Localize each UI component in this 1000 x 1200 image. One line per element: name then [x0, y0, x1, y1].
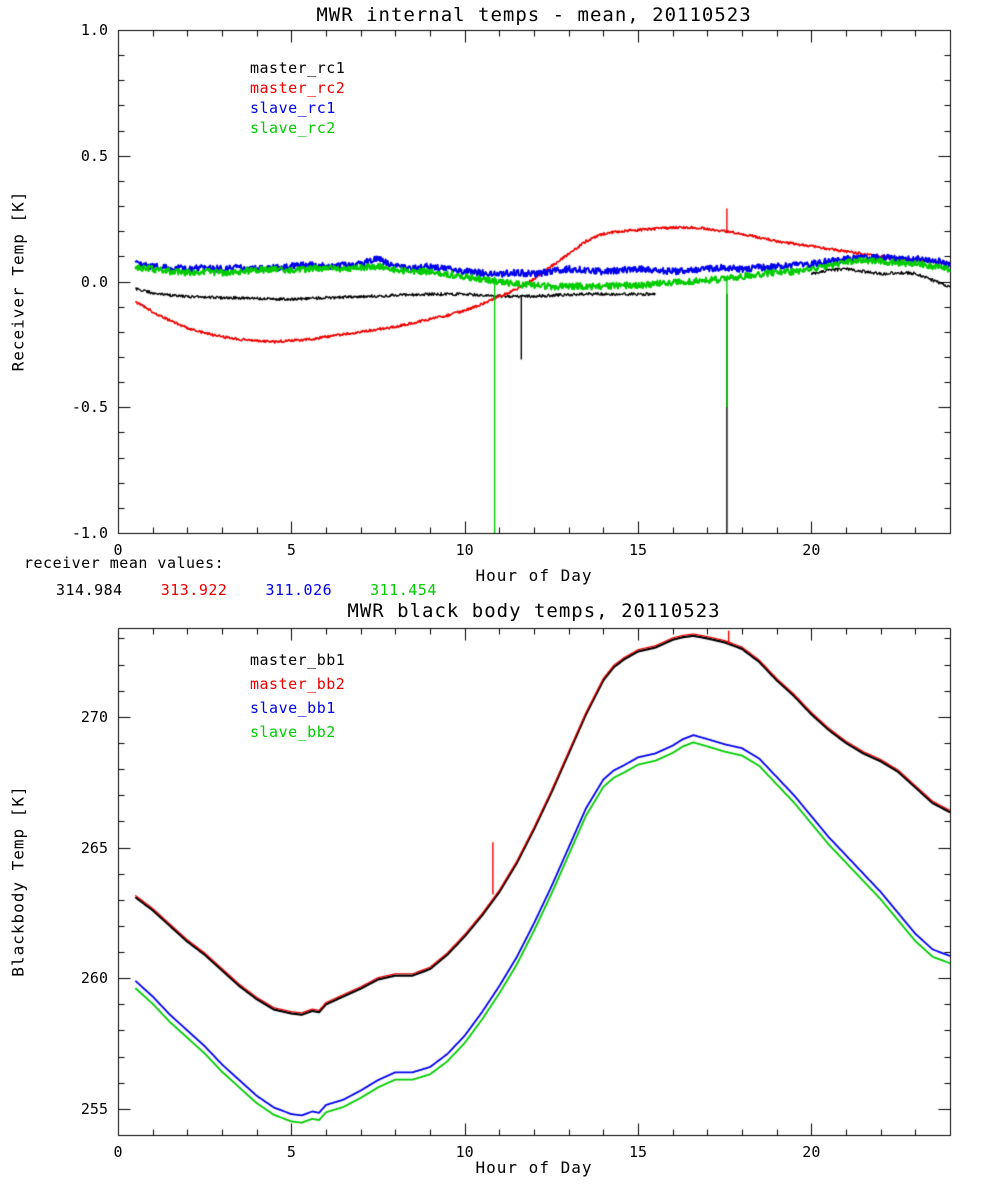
x-tick-label: 20 — [802, 1143, 821, 1161]
y-tick-label: -1.0 — [71, 524, 108, 542]
x-tick-label: 5 — [286, 541, 296, 559]
receiver-legend: master_rc1 master_rc2 slave_rc1 slave_rc2 — [250, 58, 345, 138]
receiver-mean-value: 313.922 — [160, 581, 228, 599]
receiver-mean-value: 314.984 — [56, 581, 123, 599]
y-tick-label: 260 — [80, 969, 108, 988]
y-tick-label: -0.5 — [71, 398, 108, 417]
y-tick-label: 0.5 — [80, 146, 108, 165]
receiver-chart-title: MWR internal temps - mean, 20110523 — [316, 4, 752, 26]
x-tick-label: 5 — [286, 1143, 296, 1161]
blackbody-y-axis-label: Blackbody Temp [K] — [8, 785, 28, 977]
x-tick-label: 10 — [455, 541, 474, 559]
receiver-y-axis-label: Receiver Temp [K] — [8, 190, 28, 372]
y-tick-label: 1.0 — [80, 21, 108, 39]
legend-item-slave_rc1: slave_rc1 — [250, 99, 336, 117]
legend-item-master_bb1: master_bb1 — [250, 651, 346, 669]
legend-item-slave_bb1: slave_bb1 — [250, 699, 336, 717]
blackbody-x-axis-label: Hour of Day — [475, 1158, 593, 1177]
x-tick-label: 10 — [455, 1143, 474, 1161]
blackbody-chart-title: MWR black body temps, 20110523 — [347, 600, 721, 622]
x-tick-label: 20 — [802, 541, 821, 559]
legend-item-slave_bb2: slave_bb2 — [250, 723, 336, 741]
x-tick-label: 15 — [628, 541, 648, 559]
receiver-mean-values: 314.984 313.922 311.026 311.454 — [56, 581, 475, 599]
receiver-mean-value: 311.454 — [370, 581, 437, 599]
blackbody-legend: master_bb1 master_bb2 slave_bb1 slave_bb2 — [250, 648, 345, 744]
x-tick-label: 0 — [113, 1143, 123, 1161]
x-tick-label: 0 — [113, 541, 123, 559]
legend-item-slave_rc2: slave_rc2 — [250, 119, 336, 137]
receiver-mean-value: 311.026 — [265, 581, 333, 599]
y-tick-label: 270 — [80, 707, 108, 726]
legend-item-master_bb2: master_bb2 — [250, 675, 346, 693]
legend-item-master_rc2: master_rc2 — [250, 79, 346, 97]
y-tick-label: 0.0 — [80, 272, 108, 291]
y-tick-label: 255 — [80, 1099, 108, 1118]
receiver-mean-values-label: receiver mean values: — [24, 554, 225, 572]
y-tick-label: 265 — [80, 838, 108, 857]
legend-item-master_rc1: master_rc1 — [250, 59, 346, 77]
x-tick-label: 15 — [628, 1143, 648, 1161]
receiver-x-axis-label: Hour of Day — [475, 566, 593, 585]
